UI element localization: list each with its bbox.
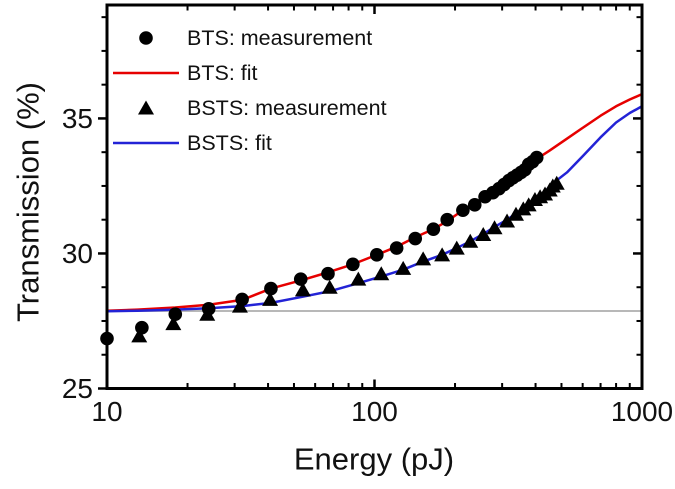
legend-label: BSTS: fit [187, 131, 272, 155]
legend-label: BSTS: measurement [187, 96, 387, 120]
bts-data-point [456, 203, 470, 218]
bsts-data-point [415, 251, 432, 266]
axis-titles: Energy (pJ) Transmission (%) [11, 82, 455, 477]
axis-ticks [98, 5, 644, 390]
bsts-data-point [231, 298, 248, 313]
x-tick-label: 10 [91, 396, 122, 427]
bts-data-point [408, 231, 423, 246]
x-tick-label: 100 [351, 396, 398, 427]
bsts-data-point [507, 206, 524, 221]
y-tick-label: 25 [62, 373, 93, 404]
legend-triangle-marker [138, 100, 154, 115]
bsts-data-point [395, 260, 412, 275]
bsts-data-point [294, 282, 311, 297]
legend-label: BTS: fit [187, 61, 258, 85]
bsts-data-point [131, 328, 148, 343]
legend-label: BTS: measurement [187, 26, 372, 50]
measurement-markers [100, 150, 565, 346]
x-tick-label: 1000 [611, 396, 673, 427]
bsts-data-point [350, 271, 367, 286]
bts-data-point [168, 307, 183, 322]
bsts-data-point [321, 279, 338, 294]
bsts-data-point [434, 247, 451, 262]
bsts-data-point [475, 227, 492, 242]
bsts-data-point [448, 240, 465, 255]
bts-data-point [529, 150, 544, 165]
tick-labels: 10 100 1000 25 30 35 [62, 103, 673, 427]
bsts-data-point [373, 266, 390, 281]
bts-data-point [370, 248, 384, 262]
bsts-data-point [486, 220, 503, 235]
bsts-data-point [499, 213, 516, 228]
bts-data-point [389, 241, 404, 255]
legend-circle-marker [139, 31, 153, 45]
bts-data-point [346, 257, 360, 272]
bsts-data-point [199, 306, 216, 321]
y-tick-label: 35 [62, 103, 93, 134]
y-axis-title: Transmission (%) [11, 82, 46, 322]
bsts-data-point [262, 291, 279, 306]
bsts-data-point [548, 175, 565, 190]
x-axis-title: Energy (pJ) [294, 442, 454, 477]
bts-data-point [426, 222, 441, 236]
bts-data-point [293, 272, 308, 286]
bts-data-point [321, 266, 335, 281]
legend: BTS: measurement BTS: fit BSTS: measuremen… [113, 26, 387, 155]
bsts-data-point [462, 233, 479, 248]
bsts-data-point [165, 316, 182, 331]
bts-data-point [467, 198, 482, 212]
y-tick-label: 30 [62, 238, 93, 269]
bts-data-point [264, 281, 278, 296]
bts-data-point [440, 212, 455, 227]
